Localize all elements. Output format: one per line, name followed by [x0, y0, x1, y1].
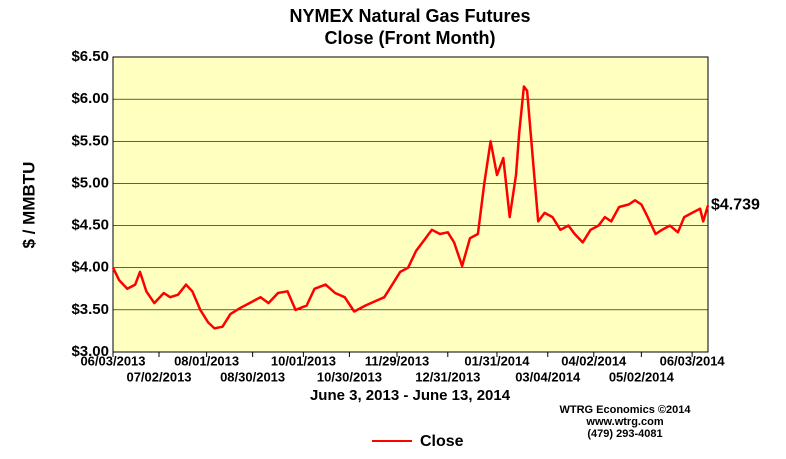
x-tick-label: 04/02/2014	[561, 353, 627, 368]
credit: (479) 293-4081	[587, 428, 662, 440]
y-tick-label: $3.50	[71, 301, 109, 318]
y-axis-label: $ / MMBTU	[19, 162, 38, 249]
credit: WTRG Economics ©2014	[560, 404, 692, 416]
chart-title: NYMEX Natural Gas Futures	[289, 6, 530, 26]
x-tick-label: 06/03/2014	[660, 353, 726, 368]
x-tick-label: 06/03/2013	[80, 353, 145, 368]
x-tick-label: 08/30/2013	[220, 369, 285, 384]
value-annotation: $4.739	[711, 197, 760, 214]
x-tick-label: 05/02/2014	[609, 369, 675, 384]
y-tick-label: $5.00	[71, 174, 109, 191]
x-tick-label: 03/04/2014	[515, 369, 581, 384]
y-tick-label: $5.50	[71, 132, 109, 149]
chart-subtitle: Close (Front Month)	[325, 28, 496, 48]
y-tick-label: $3.00	[71, 343, 109, 360]
y-tick-label: $6.00	[71, 90, 109, 107]
x-tick-label: 12/31/2013	[415, 369, 480, 384]
x-tick-label: 11/29/2013	[365, 353, 429, 368]
x-axis-label: June 3, 2013 - June 13, 2014	[310, 387, 511, 404]
y-tick-label: $4.50	[71, 217, 109, 234]
x-tick-label: 10/30/2013	[317, 369, 382, 384]
y-tick-label: $4.00	[71, 259, 109, 276]
x-tick-label: 07/02/2013	[126, 369, 191, 384]
line	[111, 85, 710, 330]
x-tick-label: 08/01/2013	[174, 353, 239, 368]
credit: www.wtrg.com	[585, 416, 663, 428]
legend-label: Close	[420, 433, 464, 450]
x-tick-label: 10/01/2013	[271, 353, 336, 368]
y-tick-label: $6.50	[71, 48, 109, 65]
x-tick-label: 01/31/2014	[464, 353, 530, 368]
plot-area	[112, 56, 709, 353]
